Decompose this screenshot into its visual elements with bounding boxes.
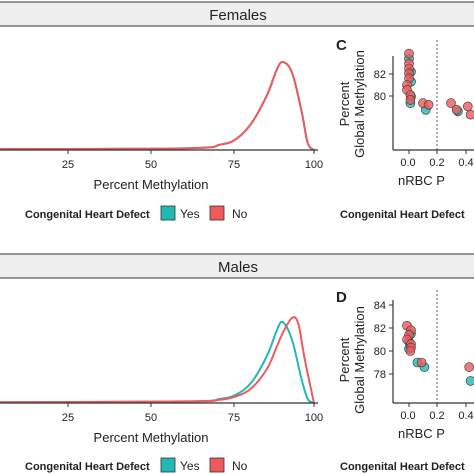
x-tick-label: 0.4 [458, 410, 473, 422]
legend-title: Congenital Heart Defect [340, 461, 465, 473]
legend-label-yes: Yes [180, 459, 200, 473]
x-tick-label: 0.0 [400, 410, 415, 422]
x-tick-label: 0.2 [429, 410, 444, 422]
panel-d: D Percent Global Methylation 84 82 80 78… [336, 289, 474, 473]
x-tick-label: 0.2 [429, 157, 444, 169]
scatter-point-no [451, 105, 462, 115]
x-tick-label: 50 [145, 412, 157, 424]
y-tick-label: 82 [374, 323, 386, 335]
legend-swatch-yes [160, 205, 176, 221]
scatter-point-no [405, 346, 416, 356]
males-banner [0, 253, 474, 279]
males-banner-title: Males [218, 259, 258, 276]
females-banner-title: Females [209, 7, 267, 24]
scatter-point-no [446, 98, 456, 108]
legend-swatch-no [209, 205, 225, 221]
females-banner [0, 1, 474, 27]
x-tick-label: 25 [62, 159, 74, 171]
scatter-point-no [464, 362, 474, 372]
scatter-point-no [404, 48, 414, 59]
y-tick-label: 78 [374, 369, 386, 381]
y-axis-title-line-1: Percent [337, 81, 352, 126]
y-tick-label: 82 [374, 69, 386, 81]
legend-label-yes: Yes [180, 207, 200, 221]
scatter-point-no [465, 109, 474, 120]
y-tick-label: 80 [374, 91, 386, 103]
legend-males: Congenital Heart Defect Yes No [25, 457, 248, 473]
legend-swatch-no [209, 457, 225, 473]
x-axis-title: nRBC P [398, 426, 445, 441]
y-axis-title-line-2: Global Methylation [352, 306, 367, 414]
x-tick-label: 75 [228, 159, 240, 171]
x-tick-label: 0.0 [400, 157, 415, 169]
legend-swatch-yes [160, 457, 176, 473]
scatter-point-no [405, 95, 416, 105]
density-curve-no [0, 316, 315, 404]
density-curve-yes [0, 61, 315, 151]
density-curve-no [0, 61, 315, 151]
y-axis-title-line-2: Global Methylation [352, 50, 367, 158]
density-plot-males: 25 50 75 100 Percent Methylation [0, 316, 323, 445]
legend-females: Congenital Heart Defect Yes No [25, 205, 248, 221]
density-plot-females: 25 50 75 100 Percent Methylation [0, 61, 323, 192]
legend-title: Congenital Heart Defect [25, 209, 150, 221]
x-tick-label: 100 [305, 412, 323, 424]
panel-letter: D [336, 289, 347, 306]
x-tick-label: 0.4 [458, 157, 473, 169]
density-curve-yes [0, 320, 315, 404]
legend-title: Congenital Heart Defect [340, 209, 465, 221]
y-tick-label: 80 [374, 346, 386, 358]
legend-label-no: No [232, 459, 248, 473]
legend-title: Congenital Heart Defect [25, 461, 150, 473]
x-axis-title: nRBC P [398, 173, 445, 188]
x-tick-label: 50 [145, 159, 157, 171]
scatter-point-yes [465, 376, 474, 386]
legend-label-no: No [232, 207, 248, 221]
x-tick-label: 25 [62, 412, 74, 424]
panel-c: C Percent Global Methylation 80 82 0.0 0… [336, 37, 474, 221]
scatter-point-no [462, 101, 473, 112]
y-tick-label: 84 [374, 300, 386, 312]
x-tick-label: 75 [228, 412, 240, 424]
scatter-point-no [423, 100, 434, 110]
x-axis-title: Percent Methylation [94, 177, 209, 192]
x-axis-title: Percent Methylation [94, 430, 209, 445]
scatter-point-no [416, 357, 427, 368]
y-axis-title-line-1: Percent [337, 337, 352, 382]
x-tick-label: 100 [305, 159, 323, 171]
panel-letter: C [336, 37, 347, 54]
